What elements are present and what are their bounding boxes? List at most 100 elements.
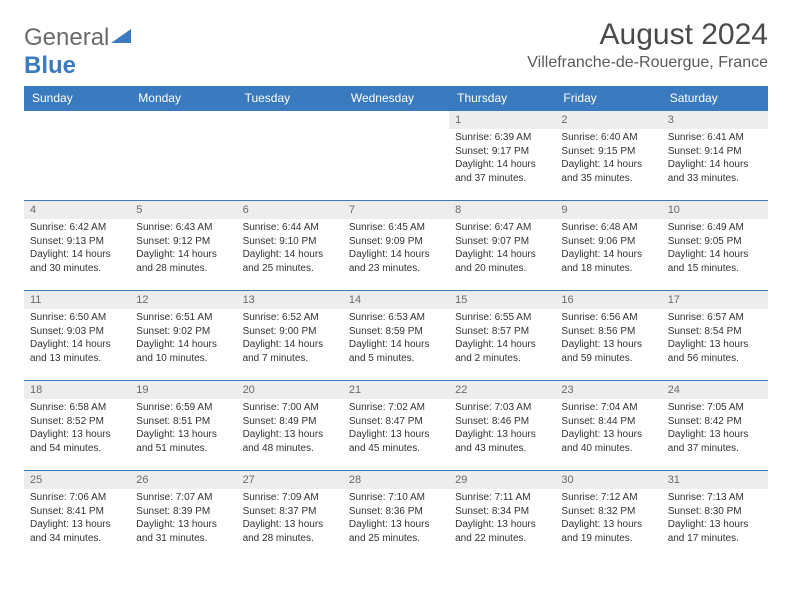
daylight1-text: Daylight: 13 hours [136,429,230,442]
daylight2-text: and 54 minutes. [30,443,124,456]
sunset-text: Sunset: 9:17 PM [455,146,549,159]
sunset-text: Sunset: 8:32 PM [561,506,655,519]
day-number: 23 [555,381,661,399]
daylight2-text: and 37 minutes. [668,443,762,456]
weekday-fri: Friday [555,86,661,111]
sunrise-text: Sunrise: 6:58 AM [30,402,124,415]
calendar-cell: 10Sunrise: 6:49 AMSunset: 9:05 PMDayligh… [662,201,768,291]
daylight1-text: Daylight: 13 hours [561,429,655,442]
calendar-cell: 26Sunrise: 7:07 AMSunset: 8:39 PMDayligh… [130,471,236,561]
daylight2-text: and 45 minutes. [349,443,443,456]
day-details: Sunrise: 6:58 AMSunset: 8:52 PMDaylight:… [24,399,130,460]
day-details: Sunrise: 6:42 AMSunset: 9:13 PMDaylight:… [24,219,130,280]
calendar-cell: 23Sunrise: 7:04 AMSunset: 8:44 PMDayligh… [555,381,661,471]
daylight2-text: and 10 minutes. [136,353,230,366]
day-number: 6 [237,201,343,219]
sunset-text: Sunset: 9:02 PM [136,326,230,339]
sunrise-text: Sunrise: 7:13 AM [668,492,762,505]
sunrise-text: Sunrise: 6:51 AM [136,312,230,325]
day-details: Sunrise: 6:40 AMSunset: 9:15 PMDaylight:… [555,129,661,190]
calendar-cell: 5Sunrise: 6:43 AMSunset: 9:12 PMDaylight… [130,201,236,291]
daylight1-text: Daylight: 13 hours [243,429,337,442]
daylight2-text: and 40 minutes. [561,443,655,456]
day-details: Sunrise: 6:48 AMSunset: 9:06 PMDaylight:… [555,219,661,280]
sunset-text: Sunset: 9:09 PM [349,236,443,249]
daylight1-text: Daylight: 13 hours [561,339,655,352]
day-details: Sunrise: 6:51 AMSunset: 9:02 PMDaylight:… [130,309,236,370]
day-details: Sunrise: 6:53 AMSunset: 8:59 PMDaylight:… [343,309,449,370]
daylight1-text: Daylight: 14 hours [30,339,124,352]
day-number: 22 [449,381,555,399]
sunrise-text: Sunrise: 6:45 AM [349,222,443,235]
day-number: 20 [237,381,343,399]
daylight2-text: and 25 minutes. [243,263,337,276]
sunrise-text: Sunrise: 7:11 AM [455,492,549,505]
day-details: Sunrise: 6:56 AMSunset: 8:56 PMDaylight:… [555,309,661,370]
daylight1-text: Daylight: 13 hours [668,429,762,442]
day-number: 10 [662,201,768,219]
calendar-cell: 24Sunrise: 7:05 AMSunset: 8:42 PMDayligh… [662,381,768,471]
sunrise-text: Sunrise: 6:41 AM [668,132,762,145]
sunrise-text: Sunrise: 7:07 AM [136,492,230,505]
calendar-cell: 31Sunrise: 7:13 AMSunset: 8:30 PMDayligh… [662,471,768,561]
calendar-cell: 9Sunrise: 6:48 AMSunset: 9:06 PMDaylight… [555,201,661,291]
day-number [130,111,236,117]
sunset-text: Sunset: 8:42 PM [668,416,762,429]
weekday-tue: Tuesday [237,86,343,111]
day-number: 21 [343,381,449,399]
sunset-text: Sunset: 9:06 PM [561,236,655,249]
sunrise-text: Sunrise: 6:39 AM [455,132,549,145]
calendar-cell: 12Sunrise: 6:51 AMSunset: 9:02 PMDayligh… [130,291,236,381]
day-number [343,111,449,117]
daylight2-text: and 15 minutes. [668,263,762,276]
day-details: Sunrise: 7:09 AMSunset: 8:37 PMDaylight:… [237,489,343,550]
calendar-table: Sunday Monday Tuesday Wednesday Thursday… [24,86,768,561]
calendar-cell: 13Sunrise: 6:52 AMSunset: 9:00 PMDayligh… [237,291,343,381]
daylight1-text: Daylight: 13 hours [455,519,549,532]
day-details: Sunrise: 6:52 AMSunset: 9:00 PMDaylight:… [237,309,343,370]
daylight1-text: Daylight: 14 hours [243,339,337,352]
sunrise-text: Sunrise: 6:53 AM [349,312,443,325]
sunset-text: Sunset: 8:57 PM [455,326,549,339]
sunset-text: Sunset: 9:07 PM [455,236,549,249]
sunrise-text: Sunrise: 6:42 AM [30,222,124,235]
daylight1-text: Daylight: 14 hours [349,339,443,352]
sunset-text: Sunset: 8:54 PM [668,326,762,339]
day-details: Sunrise: 6:47 AMSunset: 9:07 PMDaylight:… [449,219,555,280]
daylight1-text: Daylight: 13 hours [136,519,230,532]
sunset-text: Sunset: 8:39 PM [136,506,230,519]
sunset-text: Sunset: 8:52 PM [30,416,124,429]
sunrise-text: Sunrise: 7:12 AM [561,492,655,505]
sunset-text: Sunset: 8:56 PM [561,326,655,339]
day-details: Sunrise: 6:44 AMSunset: 9:10 PMDaylight:… [237,219,343,280]
sunrise-text: Sunrise: 6:56 AM [561,312,655,325]
calendar-cell [343,111,449,201]
day-details: Sunrise: 7:11 AMSunset: 8:34 PMDaylight:… [449,489,555,550]
calendar-week-row: 25Sunrise: 7:06 AMSunset: 8:41 PMDayligh… [24,471,768,561]
day-details: Sunrise: 7:03 AMSunset: 8:46 PMDaylight:… [449,399,555,460]
sunset-text: Sunset: 9:00 PM [243,326,337,339]
daylight1-text: Daylight: 13 hours [243,519,337,532]
calendar-cell: 4Sunrise: 6:42 AMSunset: 9:13 PMDaylight… [24,201,130,291]
logo-text-2: Blue [24,52,768,80]
calendar-cell: 29Sunrise: 7:11 AMSunset: 8:34 PMDayligh… [449,471,555,561]
day-number: 11 [24,291,130,309]
calendar-week-row: 1Sunrise: 6:39 AMSunset: 9:17 PMDaylight… [24,111,768,201]
calendar-cell: 15Sunrise: 6:55 AMSunset: 8:57 PMDayligh… [449,291,555,381]
day-number: 3 [662,111,768,129]
daylight2-text: and 33 minutes. [668,173,762,186]
daylight1-text: Daylight: 14 hours [455,159,549,172]
daylight2-text: and 37 minutes. [455,173,549,186]
sunrise-text: Sunrise: 6:50 AM [30,312,124,325]
calendar-cell: 27Sunrise: 7:09 AMSunset: 8:37 PMDayligh… [237,471,343,561]
weekday-header-row: Sunday Monday Tuesday Wednesday Thursday… [24,86,768,111]
weekday-sun: Sunday [24,86,130,111]
day-number: 19 [130,381,236,399]
day-number: 18 [24,381,130,399]
month-title: August 2024 [527,18,768,52]
calendar-cell: 2Sunrise: 6:40 AMSunset: 9:15 PMDaylight… [555,111,661,201]
day-number: 16 [555,291,661,309]
daylight2-text: and 43 minutes. [455,443,549,456]
calendar-week-row: 18Sunrise: 6:58 AMSunset: 8:52 PMDayligh… [24,381,768,471]
day-number: 28 [343,471,449,489]
